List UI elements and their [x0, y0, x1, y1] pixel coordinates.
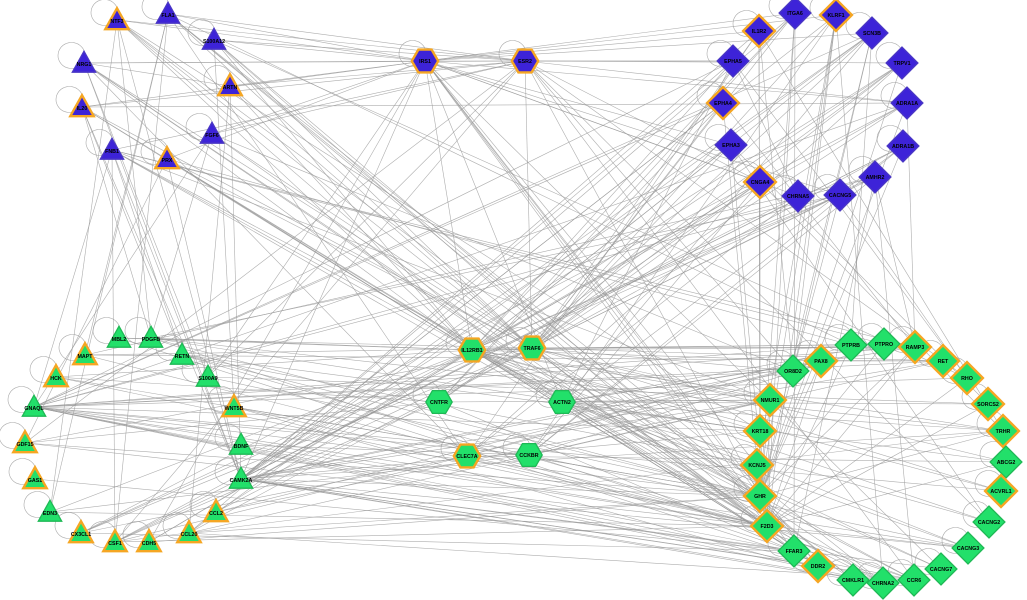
svg-text:HCK: HCK — [50, 376, 62, 382]
svg-text:PAX8: PAX8 — [814, 359, 827, 365]
svg-text:CDH5: CDH5 — [142, 541, 156, 547]
svg-text:PTPRO: PTPRO — [875, 342, 893, 348]
svg-text:ABCG2: ABCG2 — [997, 460, 1016, 466]
svg-text:EDN3: EDN3 — [43, 511, 57, 517]
svg-text:TRHR: TRHR — [996, 429, 1011, 435]
svg-text:CCKBR: CCKBR — [519, 453, 538, 459]
svg-text:AMHR2: AMHR2 — [866, 175, 885, 181]
svg-text:CCL2: CCL2 — [209, 511, 223, 517]
svg-text:NRG1: NRG1 — [77, 62, 92, 68]
svg-text:EPHA5: EPHA5 — [724, 59, 742, 65]
svg-text:F2D3: F2D3 — [761, 524, 774, 530]
svg-text:PRX: PRX — [162, 158, 173, 164]
svg-text:ACVRL1: ACVRL1 — [990, 489, 1011, 495]
svg-text:S100A9: S100A9 — [198, 376, 217, 382]
svg-text:KRT18: KRT18 — [752, 429, 769, 435]
svg-text:ARTN: ARTN — [223, 85, 238, 91]
svg-text:SCN3B: SCN3B — [863, 31, 881, 37]
svg-text:ESR2: ESR2 — [518, 59, 532, 65]
svg-text:CACNG5: CACNG5 — [829, 193, 851, 199]
svg-text:RETN: RETN — [175, 354, 190, 360]
svg-text:S100A12: S100A12 — [203, 39, 225, 45]
svg-text:CCR6: CCR6 — [907, 578, 921, 584]
svg-text:NTF3: NTF3 — [110, 19, 123, 25]
svg-text:FGF6: FGF6 — [205, 133, 219, 139]
svg-text:IRS1: IRS1 — [419, 59, 431, 65]
svg-text:IL12RB1: IL12RB1 — [461, 348, 482, 354]
svg-text:RET: RET — [938, 359, 949, 365]
svg-text:ITGA6: ITGA6 — [787, 11, 803, 17]
svg-text:FFAR3: FFAR3 — [786, 549, 803, 555]
svg-text:GAS1: GAS1 — [28, 478, 42, 484]
svg-text:CACNG7: CACNG7 — [930, 567, 952, 573]
svg-text:NMUR1: NMUR1 — [761, 398, 780, 404]
svg-text:TRPV1: TRPV1 — [893, 61, 910, 67]
svg-text:EPHA4: EPHA4 — [714, 101, 732, 107]
svg-text:DDR2: DDR2 — [811, 564, 825, 570]
svg-text:CX3CL1: CX3CL1 — [71, 532, 91, 538]
svg-text:RAMP3: RAMP3 — [906, 345, 925, 351]
svg-text:KLRF1: KLRF1 — [827, 13, 844, 19]
svg-text:CACNG2: CACNG2 — [978, 520, 1000, 526]
svg-text:ACTN2: ACTN2 — [553, 400, 571, 406]
svg-text:SORCS2: SORCS2 — [977, 402, 999, 408]
svg-text:CMKLR1: CMKLR1 — [842, 578, 864, 584]
svg-text:PTPRB: PTPRB — [842, 343, 860, 349]
svg-text:RHO: RHO — [961, 376, 973, 382]
svg-text:CNGA4: CNGA4 — [751, 180, 770, 186]
svg-text:FNB1: FNB1 — [105, 149, 119, 155]
svg-text:KCNJ5: KCNJ5 — [748, 463, 765, 469]
svg-text:CNTFR: CNTFR — [430, 400, 448, 406]
svg-text:GNAQL: GNAQL — [24, 406, 44, 412]
svg-text:ADRA1B: ADRA1B — [892, 144, 914, 150]
svg-text:GHR: GHR — [754, 494, 766, 500]
svg-text:CACNG3: CACNG3 — [957, 546, 979, 552]
svg-text:OR8D2: OR8D2 — [784, 369, 802, 375]
svg-text:CLEC7A: CLEC7A — [456, 454, 477, 460]
svg-text:TRAF6: TRAF6 — [523, 346, 540, 352]
svg-text:CCL20: CCL20 — [181, 532, 198, 538]
svg-text:BDNF: BDNF — [234, 444, 249, 450]
svg-text:CHRNA5: CHRNA5 — [787, 194, 809, 200]
svg-text:WNT5B: WNT5B — [225, 406, 244, 412]
svg-text:CAMK2A: CAMK2A — [230, 478, 253, 484]
svg-text:IL20: IL20 — [77, 106, 88, 112]
svg-text:ADRA1A: ADRA1A — [896, 101, 918, 107]
svg-text:MBL2: MBL2 — [112, 337, 126, 343]
svg-text:FLA1: FLA1 — [161, 13, 174, 19]
svg-text:MAPT: MAPT — [77, 354, 93, 360]
svg-text:EPHA3: EPHA3 — [722, 143, 740, 149]
svg-text:IL1R2: IL1R2 — [752, 29, 766, 35]
svg-text:PDGFB: PDGFB — [142, 337, 161, 343]
svg-text:CSF1: CSF1 — [108, 541, 122, 547]
svg-text:GDF15: GDF15 — [16, 442, 33, 448]
svg-text:CHRNA2: CHRNA2 — [872, 581, 894, 587]
